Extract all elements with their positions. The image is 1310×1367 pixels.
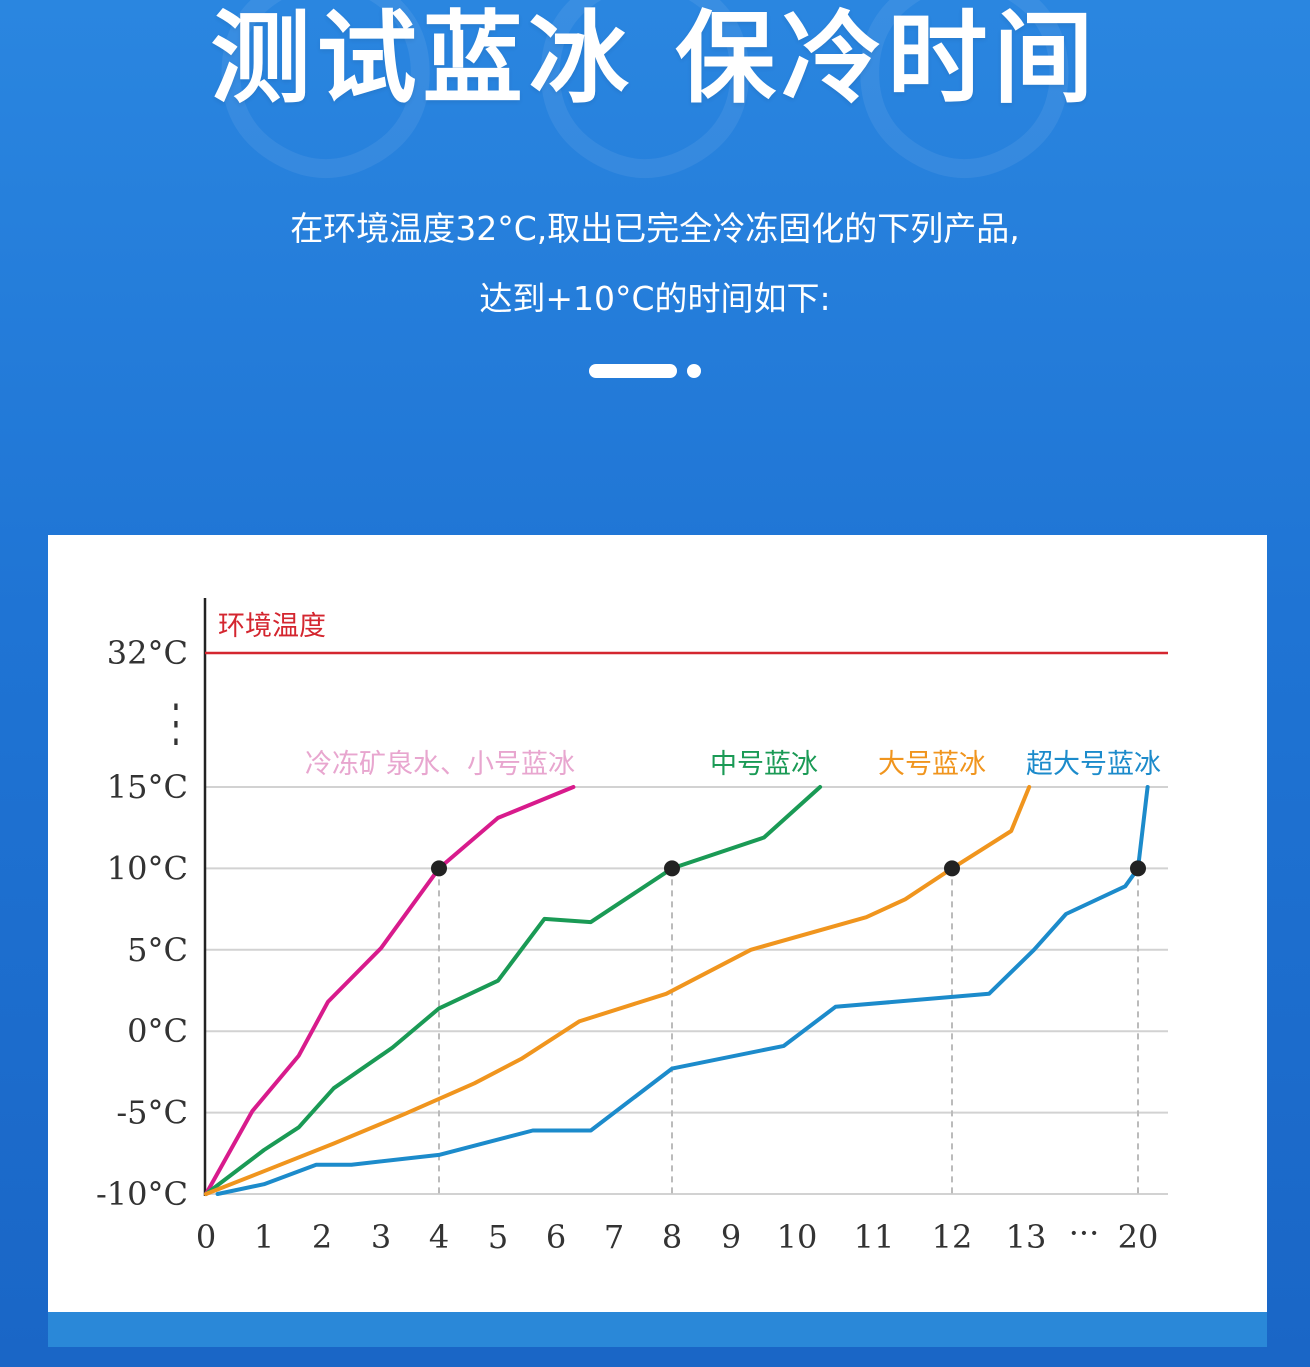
- x-tick-label: 9: [721, 1218, 741, 1256]
- x-tick-label: 20: [1118, 1218, 1159, 1256]
- x-axis-break: ···: [1069, 1214, 1100, 1252]
- x-tick-label: 1: [254, 1218, 274, 1256]
- target-point: [431, 860, 447, 877]
- x-tick-label: 4: [429, 1218, 449, 1256]
- x-tick-label: 13: [1006, 1218, 1047, 1256]
- y-tick-label: -5°C: [116, 1094, 188, 1132]
- series-line: [215, 785, 1150, 1196]
- y-tick-label: 32°C: [107, 634, 188, 672]
- x-tick-label: 12: [932, 1218, 973, 1256]
- series-label: 超大号蓝冰: [1026, 749, 1161, 780]
- y-axis-break: ⋮: [160, 693, 192, 753]
- x-tick-label: 3: [371, 1218, 391, 1256]
- chart-card: 环境温度 -10°C -5°C 0°C 5°C 10°C 15°C 32°C ⋮ 0 1 2 3 4 5 6 7…: [48, 535, 1267, 1312]
- y-tick-label: 0°C: [127, 1012, 188, 1050]
- series-label: 冷冻矿泉水、小号蓝冰: [305, 749, 575, 780]
- background-watermark: ◯ ◯ ◯: [213, 0, 1097, 168]
- x-tick-label: 5: [488, 1218, 508, 1256]
- target-point: [944, 860, 960, 877]
- card-bottom-strip: [48, 1312, 1267, 1347]
- divider-dot: [687, 364, 701, 378]
- y-tick-label: 10°C: [107, 849, 188, 887]
- divider-bar: [589, 364, 677, 378]
- x-tick-label: 10: [777, 1218, 818, 1256]
- y-tick-label: -10°C: [96, 1175, 188, 1213]
- subtitle-line-1: 在环境温度32°C,取出已完全冷冻固化的下列产品,: [290, 209, 1020, 248]
- x-tick-label: 6: [546, 1218, 566, 1256]
- y-tick-label: 5°C: [127, 931, 188, 969]
- x-tick-label: 2: [312, 1218, 332, 1256]
- series-line: [204, 785, 1032, 1196]
- series-label: 大号蓝冰: [878, 749, 986, 780]
- subtitle-line-2: 达到+10°C的时间如下:: [479, 279, 831, 318]
- target-point: [664, 860, 680, 877]
- reference-line-label: 环境温度: [218, 611, 326, 642]
- chart-svg: 环境温度-10°C-5°C0°C5°C10°C15°C32°C⋮0 1 2 3 4 5 6 7…: [96, 598, 1168, 1256]
- target-point: [1130, 860, 1146, 877]
- series-line: [204, 785, 576, 1196]
- x-tick-label: 7: [604, 1218, 624, 1256]
- x-tick-label: 11: [854, 1218, 895, 1256]
- page-title: 测试蓝冰 保冷时间: [210, 0, 1100, 117]
- series-line: [204, 785, 823, 1196]
- series-label: 中号蓝冰: [710, 749, 818, 780]
- x-tick-label: 8: [662, 1218, 682, 1256]
- x-tick-label: 0: [196, 1218, 216, 1256]
- y-tick-label: 15°C: [107, 768, 188, 806]
